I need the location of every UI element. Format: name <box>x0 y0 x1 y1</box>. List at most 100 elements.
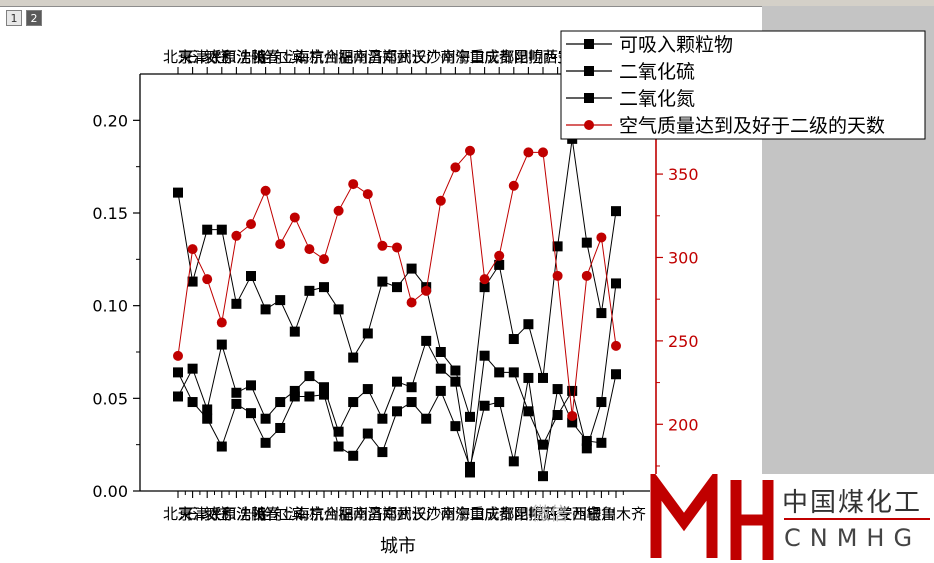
data-point <box>289 326 300 337</box>
data-point <box>216 339 227 350</box>
x-tick-label: 福州 <box>338 505 368 523</box>
data-point <box>392 406 402 417</box>
y2-tick-label: 300 <box>668 248 699 267</box>
data-point <box>260 185 271 196</box>
layer-tab-1[interactable]: 1 <box>6 10 22 26</box>
data-point <box>465 461 475 472</box>
x-tick-label: 武汉 <box>397 505 427 523</box>
data-point <box>611 278 621 289</box>
data-point <box>494 259 505 270</box>
x-tick-label: 郑州 <box>382 505 412 523</box>
data-point <box>611 206 621 217</box>
data-point <box>479 400 490 411</box>
data-point <box>362 328 373 339</box>
data-point <box>421 285 432 296</box>
logo-name-en: CNMHG <box>784 524 922 552</box>
data-point <box>246 380 256 391</box>
legend-marker <box>584 93 594 103</box>
logo-mh-mark <box>650 474 774 560</box>
legend-box <box>560 30 926 140</box>
data-point <box>187 276 198 287</box>
data-point <box>596 308 607 319</box>
data-point <box>392 376 402 387</box>
data-point <box>479 282 490 293</box>
legend-marker <box>584 66 594 76</box>
data-point <box>333 426 344 437</box>
data-point <box>479 350 490 361</box>
watermark-text: 微信 <box>532 504 568 525</box>
data-point <box>508 180 519 191</box>
x-tick-label: 南昌 <box>353 505 383 523</box>
top-x-tick-label: 哈尔滨 <box>258 48 303 66</box>
data-point <box>333 205 344 216</box>
data-point <box>567 417 578 428</box>
data-point <box>581 237 592 248</box>
data-point <box>173 350 183 361</box>
data-point <box>362 428 373 439</box>
data-point <box>508 456 519 467</box>
data-point <box>216 441 227 452</box>
data-point <box>538 439 548 450</box>
data-point <box>421 413 432 424</box>
x-axis-label: 城市 <box>380 536 416 557</box>
x-tick-label: 哈尔滨 <box>258 505 303 523</box>
data-point <box>202 274 213 285</box>
top-x-tick-label: 福州 <box>338 48 368 66</box>
data-point <box>538 372 548 383</box>
x-tick-label: 西安 <box>543 505 573 523</box>
layer-tab-2[interactable]: 2 <box>26 10 42 26</box>
data-point <box>435 385 446 396</box>
x-tick-label: 石家庄 <box>185 505 230 523</box>
top-x-tick-label: 天津 <box>178 48 208 66</box>
data-point <box>552 270 563 281</box>
data-point <box>187 363 198 374</box>
chart-axes: 0.000.050.100.150.20200250300350400 <box>92 67 699 501</box>
series-line <box>177 138 617 418</box>
x-tick-label: 南宁 <box>440 505 470 523</box>
data-point <box>450 162 461 173</box>
data-point <box>348 352 359 363</box>
top-x-tick-label: 郑州 <box>382 48 412 66</box>
legend-label: 空气质量达到及好于二级的天数 <box>619 115 885 137</box>
data-point <box>289 385 300 396</box>
data-point <box>319 389 329 400</box>
data-point <box>406 397 417 408</box>
data-point <box>523 147 534 158</box>
data-point <box>596 232 607 243</box>
top-x-tick-label: 北京 <box>163 48 193 66</box>
data-point <box>187 397 198 408</box>
data-point <box>581 443 592 454</box>
data-point <box>435 195 446 206</box>
x-tick-label: 天津 <box>178 505 208 523</box>
data-point <box>362 189 373 200</box>
x-tick-label: 合肥 <box>324 505 354 523</box>
data-point <box>494 397 505 408</box>
brand-logo: 中国煤化工 CNMHG <box>650 474 934 563</box>
data-point <box>304 371 315 382</box>
data-point <box>494 250 505 261</box>
top-x-tick-label: 沈阳 <box>236 48 266 66</box>
data-point <box>289 391 300 402</box>
top-x-tick-label: 武汉 <box>397 48 427 66</box>
data-point <box>275 422 286 433</box>
y2-tick-label: 200 <box>668 415 699 434</box>
top-x-tick-label: 贵阳 <box>499 48 529 66</box>
data-point <box>333 441 344 452</box>
data-point <box>523 406 534 417</box>
x-tick-label: 杭州 <box>309 505 339 523</box>
data-point <box>552 384 563 395</box>
x-tick-label: 西宁 <box>572 505 602 523</box>
data-point <box>596 437 607 448</box>
x-tick-label: 乌鲁木齐 <box>586 505 646 523</box>
top-x-tick-label: 昆明 <box>513 48 543 66</box>
data-point <box>377 240 388 251</box>
data-point <box>392 282 402 293</box>
x-tick-label: 重庆 <box>470 505 500 523</box>
data-point <box>260 304 271 315</box>
series-3 <box>173 367 621 482</box>
data-point <box>348 397 359 408</box>
data-point <box>289 212 300 223</box>
y-tick-label: 0.00 <box>92 482 128 501</box>
